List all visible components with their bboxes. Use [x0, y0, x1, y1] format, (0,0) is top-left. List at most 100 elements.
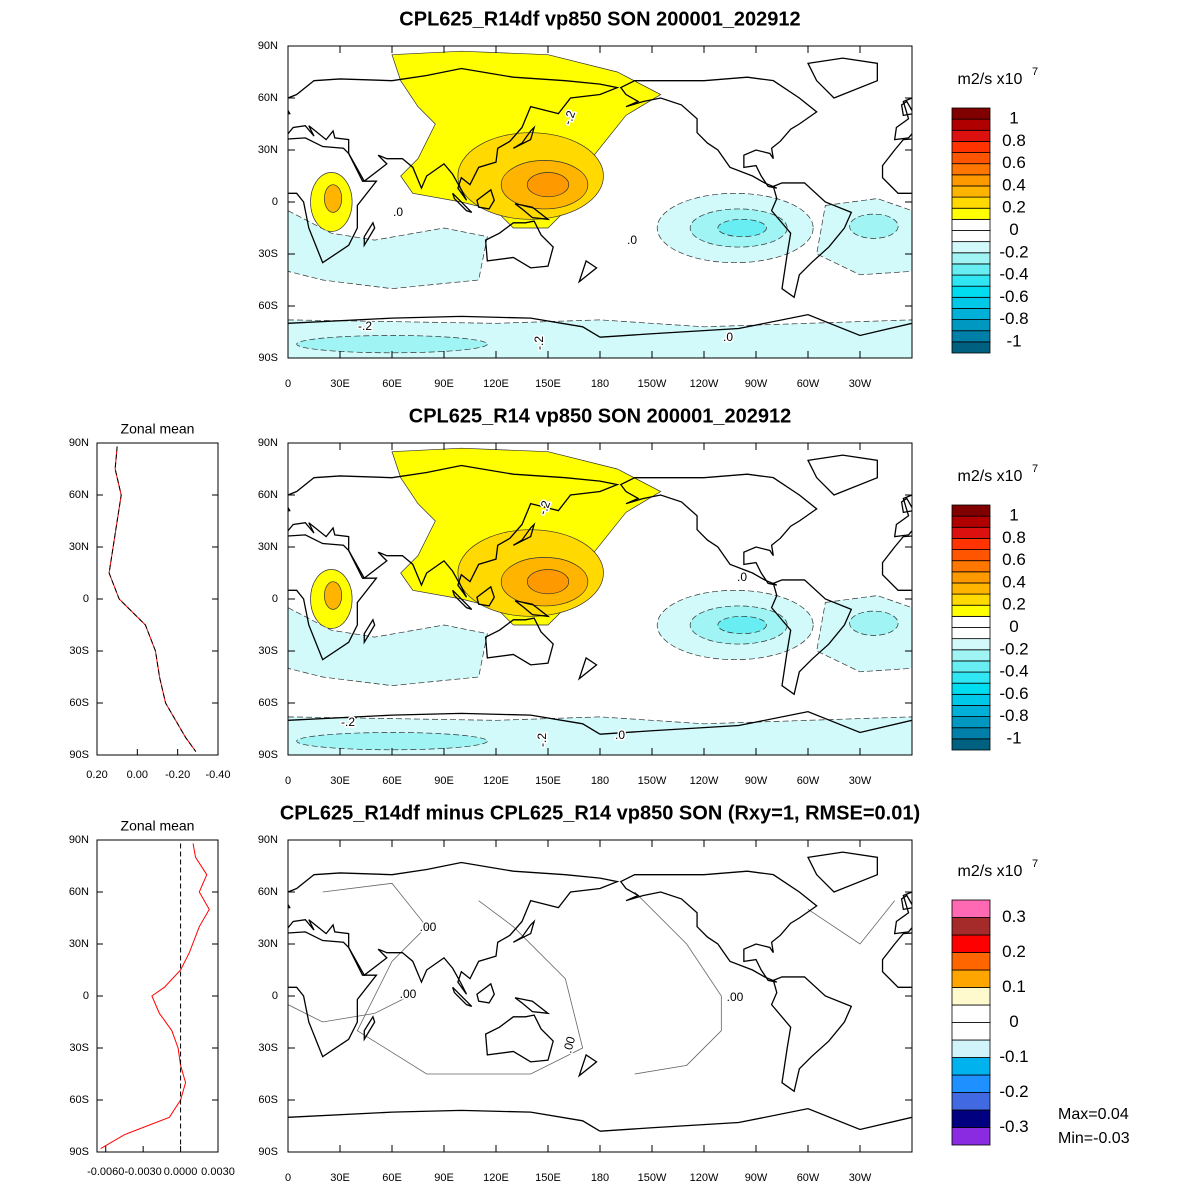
x-tick-label: 60E — [382, 1172, 402, 1184]
coastline — [288, 1109, 601, 1132]
colorbar-box — [951, 207, 991, 220]
contour-line — [288, 995, 410, 1023]
y-tick-label: 90N — [69, 437, 89, 449]
colorbar-box — [951, 263, 991, 276]
coastline — [484, 617, 554, 666]
contour-region — [324, 581, 343, 610]
colorbar-label: 0 — [1009, 1012, 1018, 1031]
x-tick-label: 30E — [330, 1172, 350, 1184]
y-tick-label: 30S — [258, 248, 278, 260]
x-tick-label: 180 — [591, 1172, 609, 1184]
y-tick-label: 60S — [258, 1094, 278, 1106]
x-tick-label: 150E — [535, 775, 561, 787]
x-tick-label: 60W — [797, 378, 820, 390]
y-tick-label: 60N — [258, 886, 278, 898]
colorbar-box — [951, 252, 991, 265]
map-area — [288, 851, 912, 1132]
colorbar-box — [951, 899, 991, 918]
coastline — [484, 220, 554, 269]
contour-region — [296, 732, 488, 751]
chart-title: Zonal mean — [121, 818, 195, 834]
contour-region — [717, 615, 767, 635]
coastline — [577, 1053, 598, 1078]
colorbar-box — [951, 230, 991, 243]
coastline — [363, 618, 376, 645]
colorbar-label: -1 — [1006, 331, 1021, 350]
colorbar-box — [951, 638, 991, 651]
colorbar-label: 0 — [1009, 220, 1018, 239]
colorbar-label: 1 — [1009, 109, 1018, 128]
coastline — [288, 464, 620, 598]
colorbar-title: m2/s x10 — [958, 71, 1023, 88]
x-tick-label: -0.0030 — [124, 1166, 161, 1178]
x-tick-label: 0.0000 — [164, 1166, 198, 1178]
colorbar-box — [951, 727, 991, 740]
x-tick-label: 60W — [797, 775, 820, 787]
y-tick-label: 90N — [69, 834, 89, 846]
coastline — [476, 188, 495, 210]
coastline — [599, 313, 912, 338]
colorbar-box — [951, 952, 991, 971]
y-tick-label: 90N — [258, 834, 278, 846]
coastline — [363, 221, 376, 248]
colorbar-label: 0.2 — [1002, 942, 1026, 961]
colorbar-box — [951, 129, 991, 142]
colorbar-box — [951, 107, 991, 120]
chart-title: CPL625_R14df vp850 SON 200001_202912 — [399, 8, 800, 30]
colorbar-label: 0.1 — [1002, 977, 1026, 996]
x-tick-label: 30E — [330, 775, 350, 787]
coastline — [288, 534, 378, 661]
colorbar-box — [951, 308, 991, 320]
colorbar-box — [951, 218, 991, 231]
coastline — [619, 76, 818, 189]
coastline — [288, 315, 601, 338]
colorbar-box — [951, 738, 991, 751]
chart-title: CPL625_R14 vp850 SON 200001_202912 — [409, 405, 792, 427]
y-tick-label: 30N — [258, 144, 278, 156]
colorbar-box — [951, 1057, 991, 1076]
map-area — [288, 447, 912, 755]
x-tick-label: 120W — [690, 378, 719, 390]
contour-label: -.2 — [358, 319, 372, 333]
y-tick-label: 0 — [83, 990, 89, 1002]
y-tick-label: 30S — [258, 645, 278, 657]
coastline — [770, 579, 853, 696]
x-tick-label: 120W — [690, 1172, 719, 1184]
coastline — [452, 986, 473, 1008]
colorbar-title-exponent: 7 — [1032, 66, 1038, 78]
colorbar-box — [951, 560, 991, 573]
contour-label: -.2 — [560, 108, 578, 126]
y-tick-label: 30N — [69, 938, 89, 950]
chart-title: Zonal mean — [121, 421, 195, 437]
colorbar-box — [951, 1109, 991, 1128]
y-tick-label: 90S — [69, 749, 89, 761]
colorbar-label: -0.3 — [999, 1117, 1028, 1136]
y-tick-label: 0 — [83, 593, 89, 605]
colorbar-box — [951, 705, 991, 717]
x-tick-label: 30W — [849, 1172, 872, 1184]
y-tick-label: 0 — [272, 593, 278, 605]
colorbar-box — [951, 330, 991, 343]
y-tick-label: 60S — [258, 697, 278, 709]
x-tick-label: -0.0060 — [87, 1166, 124, 1178]
contour-label: .0 — [737, 570, 747, 584]
colorbar-box — [951, 615, 991, 628]
x-tick-label: 120E — [483, 1172, 509, 1184]
colorbar-box — [951, 515, 991, 528]
contour-label: -.2 — [535, 498, 553, 516]
annotation: Max=0.04 — [1058, 1106, 1129, 1123]
colorbar-box — [951, 716, 991, 729]
colorbar-box — [951, 538, 991, 550]
colorbar-box — [951, 526, 991, 539]
chart-title: CPL625_R14df minus CPL625_R14 vp850 SON … — [280, 802, 920, 824]
contour-label: .0 — [627, 233, 637, 247]
x-tick-label: 60E — [382, 775, 402, 787]
y-tick-label: 60S — [258, 300, 278, 312]
contour-label: .00 — [400, 987, 417, 1001]
x-tick-label: 0.0030 — [201, 1166, 235, 1178]
x-tick-label: 90E — [434, 378, 454, 390]
contour-region — [324, 184, 343, 213]
x-tick-label: 90W — [745, 378, 768, 390]
y-tick-label: 30S — [258, 1042, 278, 1054]
